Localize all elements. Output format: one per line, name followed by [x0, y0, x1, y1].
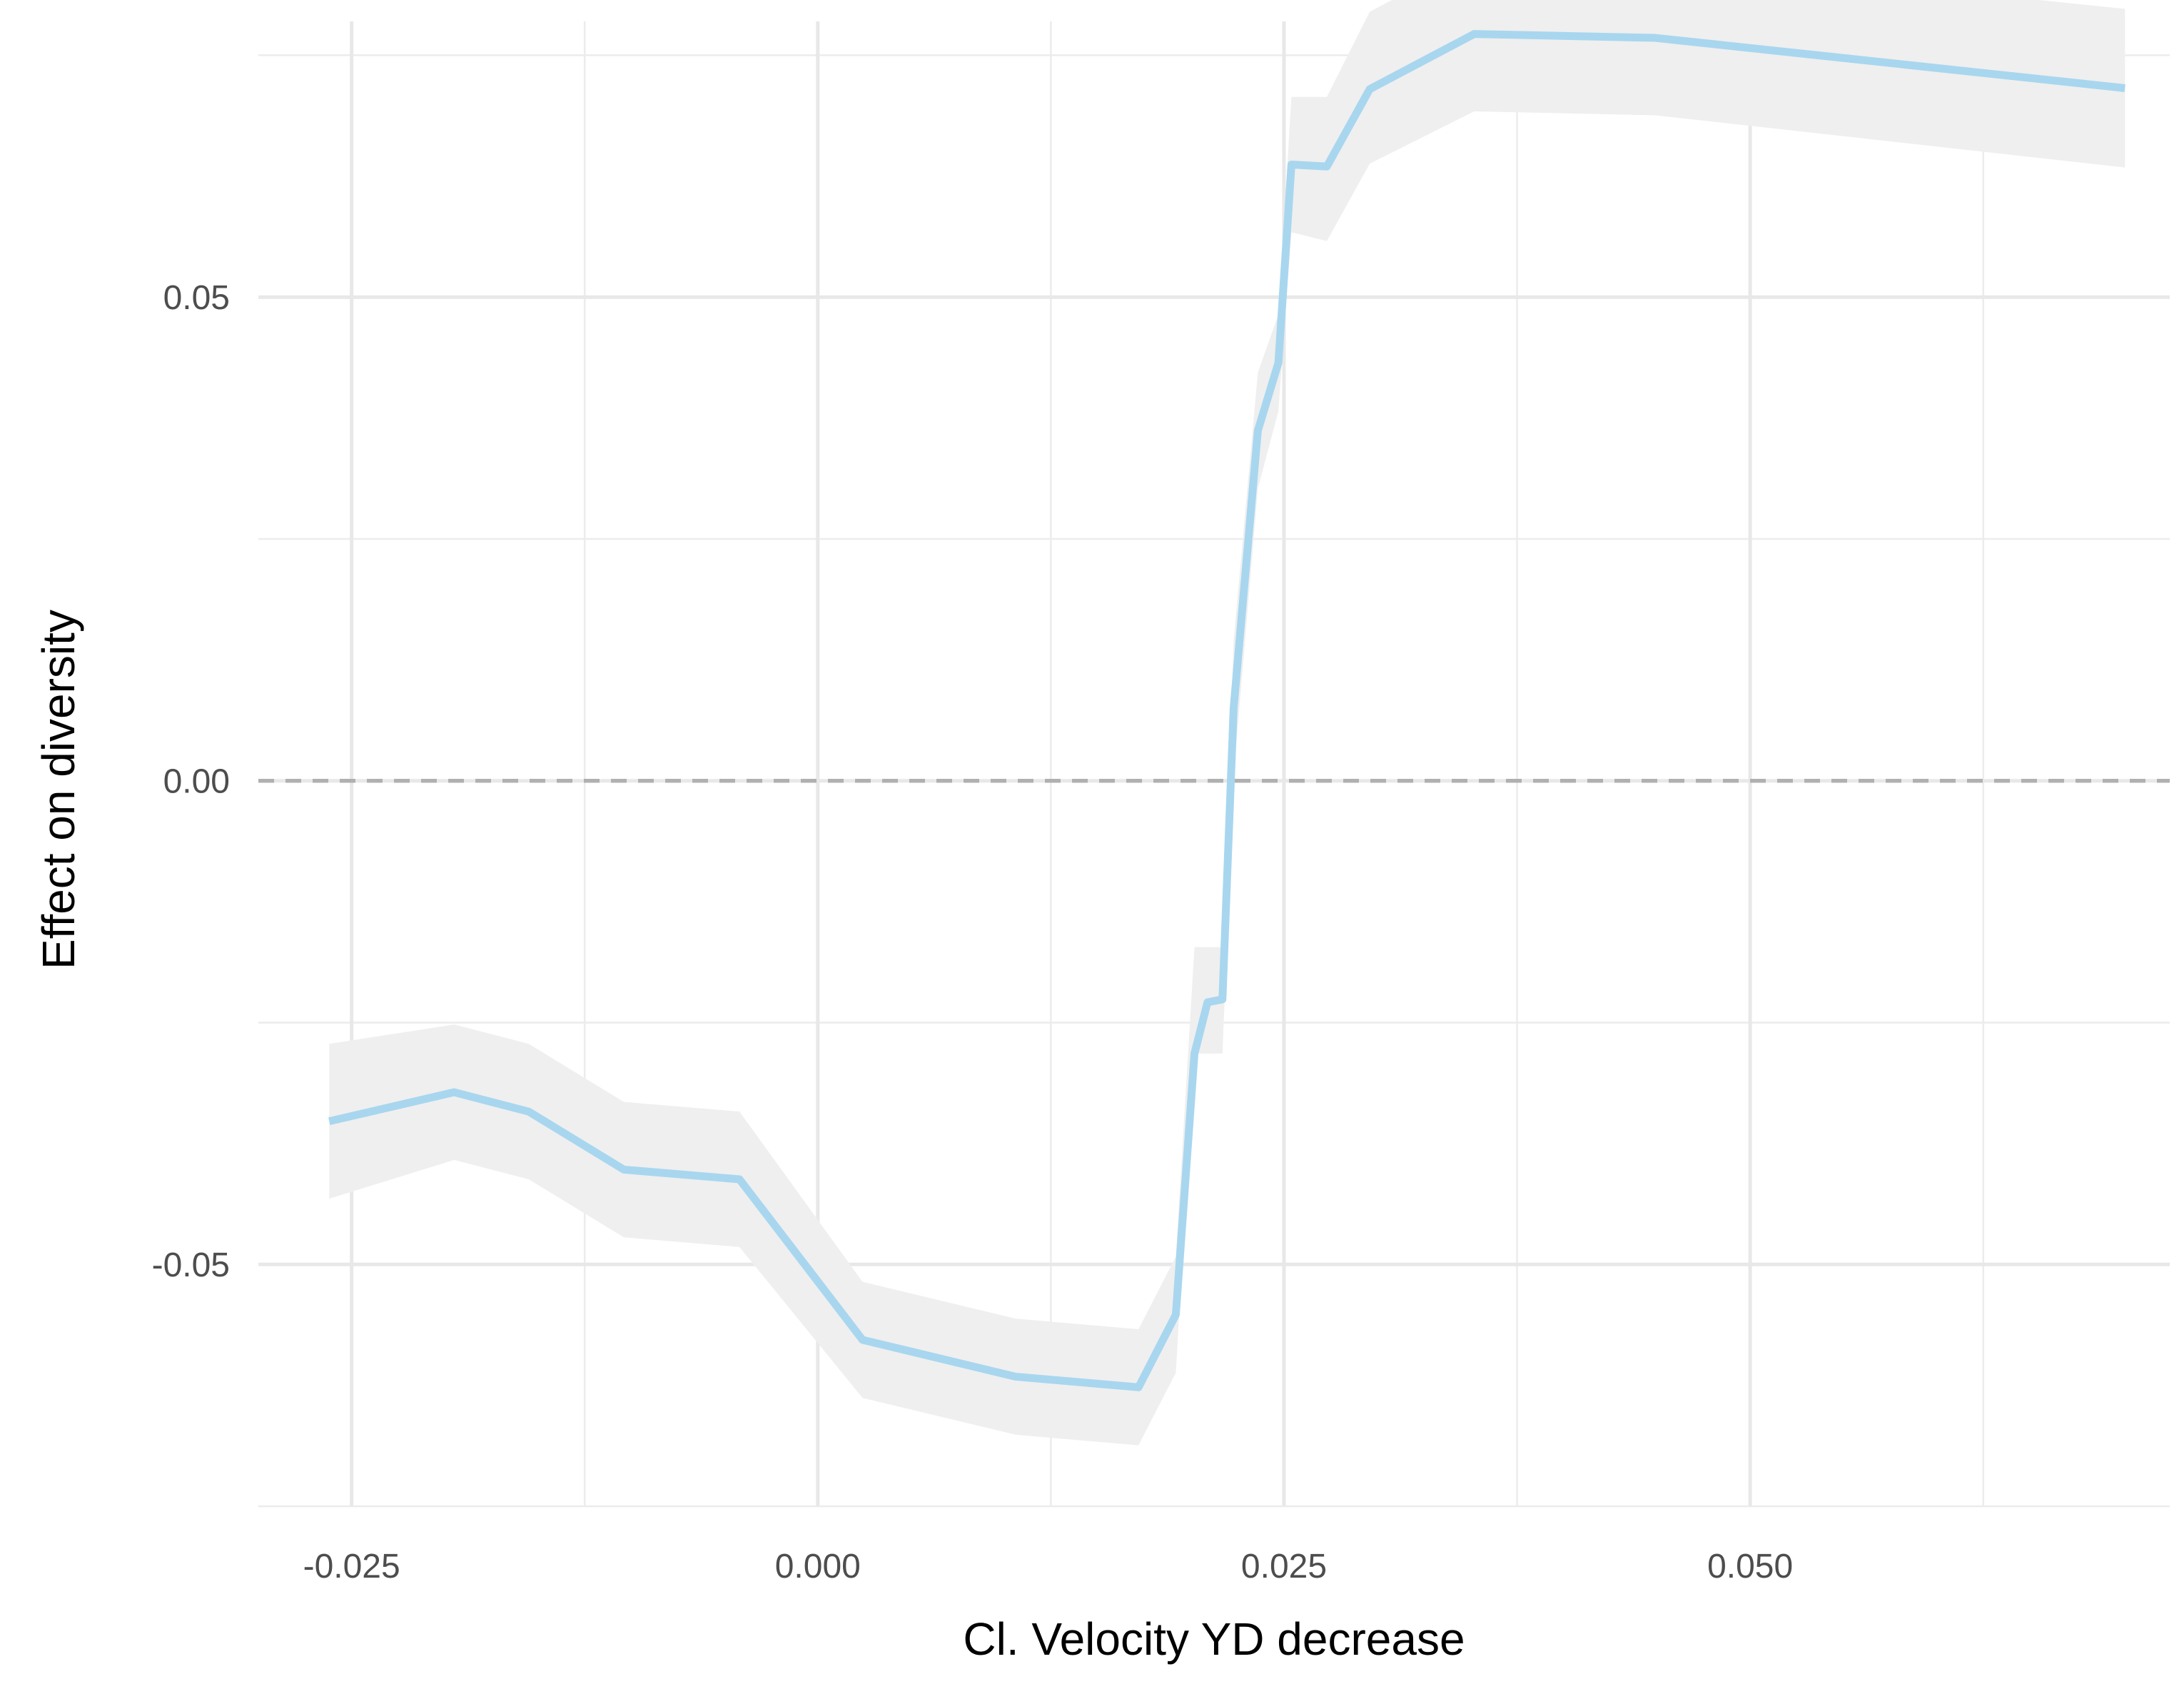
confidence-ribbons	[329, 0, 2125, 1446]
x-axis-title: Cl. Velocity YD decrease	[963, 1613, 1465, 1665]
x-tick-label: 0.025	[1241, 1548, 1327, 1585]
series-lines	[328, 30, 2125, 1391]
confidence-ribbon	[329, 0, 2125, 1446]
y-axis-title: Effect on diversity	[33, 610, 84, 969]
x-tick-label: 0.050	[1707, 1548, 1793, 1585]
grid-minor	[258, 21, 2170, 1508]
x-tick-labels: -0.025 0.000 0.025 0.050	[303, 1548, 1794, 1585]
x-tick-label: -0.025	[303, 1548, 400, 1585]
y-tick-label: 0.05	[163, 279, 230, 317]
series-line	[328, 30, 2125, 1391]
grid-major	[258, 21, 2170, 1506]
y-tick-label: -0.05	[152, 1246, 230, 1284]
y-tick-label: 0.00	[163, 763, 230, 801]
y-tick-labels: -0.05 0.00 0.05	[152, 279, 230, 1284]
x-tick-label: 0.000	[775, 1548, 861, 1585]
